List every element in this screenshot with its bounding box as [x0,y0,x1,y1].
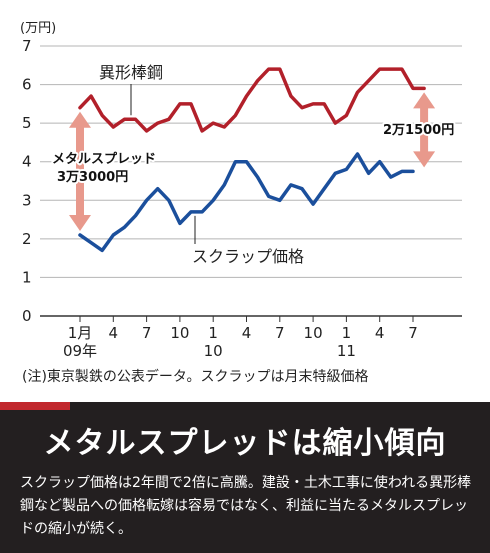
unit-label: (万円) [20,21,56,36]
y-tick-label: 4 [22,153,32,171]
panel-body: スクラップ価格は2年間で2倍に高騰。建設・土木工事に使われる異形棒鋼など製品への… [20,475,472,537]
y-tick-label: 5 [22,114,32,132]
spread-label-2: 2万1500円 [383,123,454,138]
y-tick-label: 6 [22,76,32,94]
x-tick-label: 7 [408,324,418,342]
y-tick-label: 2 [22,230,32,248]
x-tick-label: 1 [342,324,352,342]
series-line-1 [78,67,426,133]
chart-area: 0 1 2 3 4 5 6 7 (万円) 1月 09年 4 7 10 1 10 4 7 10 1 11 4 7 異形棒鋼 スクラ… [20,21,462,385]
panel-title: メタルスプレッドは縮小傾向 [43,426,447,461]
x-tick-label: 7 [275,324,285,342]
spread-label-1a: メタルスプレッド [52,152,156,167]
x-tick-label: 1 [208,324,218,342]
y-tick-label: 0 [22,307,32,325]
y-tick-label: 3 [22,191,32,209]
x-tick-label: 4 [375,324,385,342]
spread-arrow-2 [413,92,436,168]
x-tick-label: 7 [142,324,152,342]
spread-label-2-halo: 2万1500円 [383,123,454,138]
source-note: (注)東京製鉄の公表データ。スクラップは月末特級価格 [22,369,369,385]
y-tick-label: 7 [22,37,32,55]
x-tick-label: 10 [304,324,323,342]
spread-arrow-1 [69,111,91,231]
x-tick-sublabel: 09年 [63,342,97,360]
x-tick-label: 1月 [68,324,93,342]
spread-label-1a-halo: メタルスプレッド [52,152,156,167]
y-tick-label: 1 [22,268,32,286]
summary-panel [0,402,490,553]
x-tick-label: 10 [170,324,189,342]
x-tick-label: 4 [109,324,119,342]
series-label-2: スクラップ価格 [192,247,304,266]
x-tick-sublabel: 11 [337,342,356,360]
spread-label-1b-halo: 3万3000円 [57,170,128,185]
series-line-2 [78,152,415,253]
accent-bar [0,402,70,410]
series-label-1: 異形棒鋼 [99,63,163,82]
spread-label-1b: 3万3000円 [57,170,128,185]
x-tick-sublabel: 10 [204,342,223,360]
x-tick-label: 4 [242,324,252,342]
